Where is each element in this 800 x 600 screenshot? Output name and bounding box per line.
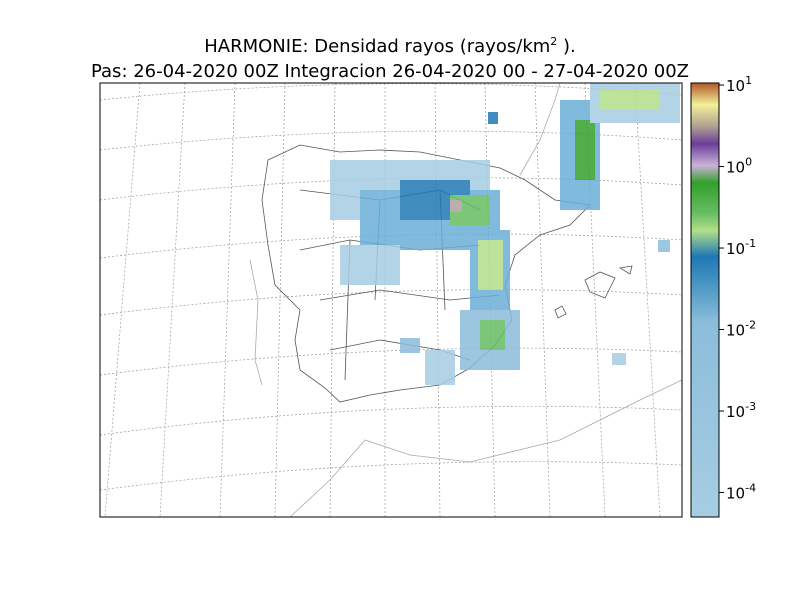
map-frame: [99, 82, 683, 518]
colorbar-tick-label: 10-2: [726, 319, 756, 340]
colorbar-tick-label: 101: [726, 74, 752, 95]
tick-base: 10: [726, 77, 745, 95]
title: HARMONIE: Densidad rayos (rayos/km2 ).: [204, 35, 576, 57]
lightning-cells: [330, 83, 680, 385]
title-sup: 2: [550, 35, 557, 48]
tick-exp: -1: [745, 237, 756, 250]
colorbar-tick-label: 10-1: [726, 237, 756, 258]
tick-exp: 0: [745, 156, 752, 169]
tick-exp: -4: [745, 481, 756, 494]
tick-exp: 1: [745, 74, 752, 87]
colorbar-tick-label: 10-4: [726, 481, 756, 502]
tick-base: 10: [726, 322, 745, 340]
title-text: HARMONIE: Densidad rayos (rayos/km: [204, 36, 550, 57]
tick-base: 10: [726, 159, 745, 177]
title-tail: ).: [557, 36, 575, 57]
map: [100, 83, 682, 517]
subtitle: Pas: 26-04-2020 00Z Integracion 26-04-20…: [91, 61, 689, 82]
tick-exp: -2: [745, 319, 756, 332]
colorbar-tick-label: 10-3: [726, 400, 756, 421]
colorbar-tick-label: 100: [726, 156, 752, 177]
tick-exp: -3: [745, 400, 756, 413]
colorbar-gradient: [690, 82, 720, 518]
tick-base: 10: [726, 403, 745, 421]
tick-base: 10: [726, 484, 745, 502]
tick-base: 10: [726, 240, 745, 258]
